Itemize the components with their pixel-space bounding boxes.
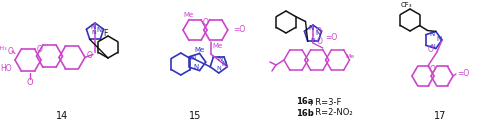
Text: 16b: 16b [296,108,314,117]
Text: N: N [96,27,102,33]
Text: N: N [217,56,222,62]
Text: N: N [430,31,434,37]
Text: O: O [26,78,34,87]
Text: N: N [216,66,221,71]
Text: O: O [8,47,14,56]
Text: N: N [193,64,198,70]
Text: 15: 15 [189,111,201,121]
Text: O: O [36,45,42,54]
Text: Me: Me [212,43,223,49]
Text: N: N [90,24,96,30]
Text: N: N [190,55,196,61]
Text: CF₃: CF₃ [400,2,412,8]
Text: =O: =O [325,34,337,42]
Text: F: F [103,29,107,37]
Text: Me: Me [194,47,205,53]
Text: , R=3-F: , R=3-F [310,97,342,107]
Text: O: O [430,65,436,74]
Text: Me: Me [184,12,194,18]
Text: N: N [436,36,442,42]
Text: N: N [308,25,314,31]
Text: N: N [92,30,96,36]
Text: O: O [203,18,208,27]
Text: , R=2-NO₂: , R=2-NO₂ [310,108,352,117]
Text: O: O [316,27,322,36]
Text: =O: =O [233,25,245,35]
Text: N: N [430,44,436,49]
Text: HO: HO [0,64,12,73]
Text: =O: =O [457,70,469,78]
Text: N: N [316,30,320,36]
Text: N: N [310,37,316,42]
Text: N: N [221,61,226,67]
Text: Me: Me [346,54,355,59]
Text: O: O [87,51,93,60]
Text: 16a: 16a [296,97,314,107]
Text: 17: 17 [434,111,446,121]
Text: O: O [317,36,323,46]
Text: 14: 14 [56,111,68,121]
Text: O: O [428,45,434,54]
Text: CH₃: CH₃ [0,46,7,51]
